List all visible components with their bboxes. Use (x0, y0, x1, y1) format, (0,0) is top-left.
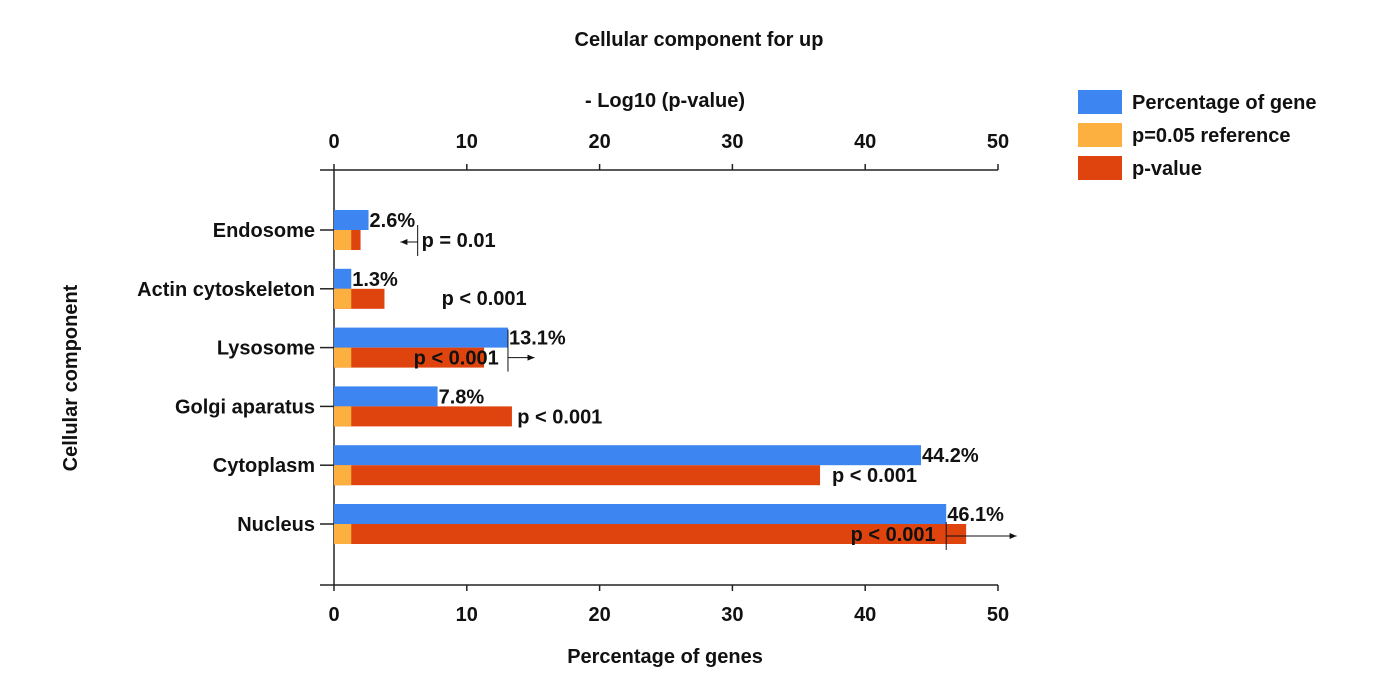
p-value-label: p = 0.01 (422, 230, 496, 252)
percentage-label: 13.1% (509, 328, 566, 350)
bar-p-value (334, 406, 512, 427)
category-label: Endosome (213, 220, 315, 242)
percentage-label: 44.2% (922, 445, 979, 467)
top-tick-label: 10 (456, 131, 478, 153)
p-value-label: p < 0.001 (414, 348, 499, 370)
bar-percentage-of-gene (334, 327, 508, 348)
p-value-label: p < 0.001 (832, 465, 917, 487)
p-value-label: p < 0.001 (442, 288, 527, 310)
bottom-tick-label: 20 (588, 604, 610, 626)
legend-label: Percentage of gene (1132, 92, 1317, 114)
legend-swatch (1078, 156, 1122, 180)
y-axis-title: Cellular component (60, 284, 82, 471)
legend-swatch (1078, 123, 1122, 147)
bar-p-value (334, 465, 821, 486)
bar-p-value (334, 524, 967, 544)
p-value-label: p < 0.001 (851, 524, 936, 546)
bar-p-reference (334, 230, 352, 250)
bar-p-reference (334, 406, 352, 427)
category-label: Golgi aparatus (175, 396, 315, 418)
top-tick-label: 20 (588, 131, 610, 153)
p-value-label: p < 0.001 (517, 406, 602, 428)
bar-p-value (334, 347, 485, 368)
top-tick-label: 40 (854, 131, 876, 153)
bar-percentage-of-gene (334, 386, 438, 407)
bar-p-reference (334, 288, 352, 309)
bottom-tick-label: 40 (854, 604, 876, 626)
legend-label: p=0.05 reference (1132, 125, 1290, 147)
bottom-tick-label: 30 (721, 604, 743, 626)
axes: 0 0 10 10 20 20 30 30 40 40 50 50 Endosome Actin cyto… (137, 131, 1009, 626)
bars (334, 210, 967, 544)
top-axis-title: - Log10 (p-value) (585, 90, 745, 112)
bar-percentage-of-gene (334, 445, 921, 466)
chart-title: Cellular component for up (575, 29, 824, 51)
percentage-label: 46.1% (947, 504, 1004, 526)
top-tick-label: 30 (721, 131, 743, 153)
top-tick-label: 0 (328, 131, 339, 153)
bar-percentage-of-gene (334, 210, 369, 230)
bar-percentage-of-gene (334, 268, 352, 289)
legend: Percentage of gene p=0.05 reference p-valu… (1078, 90, 1317, 180)
category-label: Actin cytoskeleton (137, 279, 315, 301)
x-axis-title: Percentage of genes (567, 646, 763, 668)
legend-swatch (1078, 90, 1122, 114)
bar-percentage-of-gene (334, 504, 947, 524)
bottom-tick-label: 10 (456, 604, 478, 626)
bar-p-reference (334, 347, 352, 368)
legend-label: p-value (1132, 158, 1202, 180)
bar-p-reference (334, 524, 352, 544)
percentage-label: 2.6% (370, 210, 416, 232)
percentage-label: 7.8% (439, 386, 485, 408)
top-tick-label: 50 (987, 131, 1009, 153)
data-labels: 2.6% p = 0.01 1.3% p < 0.001 13.1% p < 0.001 7… (352, 210, 1017, 550)
category-label: Cytoplasm (213, 455, 315, 477)
bar-p-reference (334, 465, 352, 486)
bottom-tick-label: 0 (328, 604, 339, 626)
category-label: Lysosome (217, 338, 315, 360)
bottom-tick-label: 50 (987, 604, 1009, 626)
category-label: Nucleus (237, 514, 315, 536)
percentage-label: 1.3% (352, 269, 398, 291)
